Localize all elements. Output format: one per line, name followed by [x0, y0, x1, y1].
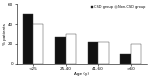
Bar [131, 44, 141, 64]
Bar [33, 24, 43, 64]
Y-axis label: % patients: % patients [3, 23, 7, 45]
Bar [120, 54, 131, 64]
Legend: CSD group, Non-CSD group: CSD group, Non-CSD group [91, 5, 146, 10]
Bar [98, 42, 109, 64]
Bar [66, 34, 76, 64]
X-axis label: Age (y): Age (y) [74, 72, 89, 76]
Bar [55, 37, 66, 64]
Bar [22, 14, 33, 64]
Bar [88, 42, 98, 64]
